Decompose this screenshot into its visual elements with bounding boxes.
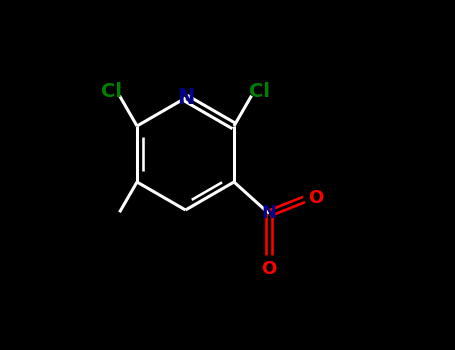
- Text: Cl: Cl: [249, 82, 270, 101]
- Text: N: N: [177, 88, 194, 108]
- Text: O: O: [308, 189, 324, 207]
- Text: O: O: [261, 260, 277, 278]
- Text: N: N: [262, 204, 277, 223]
- Text: Cl: Cl: [101, 82, 122, 101]
